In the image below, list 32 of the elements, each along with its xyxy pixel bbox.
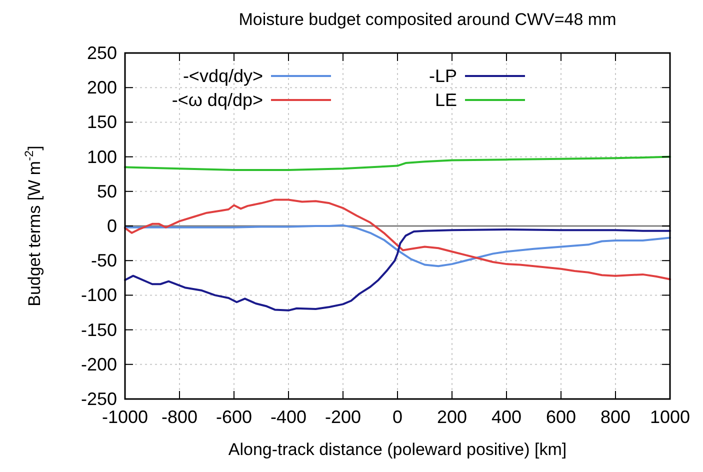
y-tick-label: 50 — [96, 181, 117, 202]
y-tick-label: -50 — [90, 250, 117, 271]
y-tick-label: -150 — [80, 320, 117, 340]
y-tick-label: 250 — [86, 43, 117, 63]
line-series — [124, 156, 671, 171]
y-tick-label: -100 — [80, 285, 117, 306]
line-series — [124, 228, 671, 312]
y-tick-label: 150 — [86, 112, 117, 132]
x-tick-label: 800 — [600, 407, 631, 427]
x-tick-label: 0 — [392, 407, 403, 427]
x-axis-title: Along-track distance (poleward positive) [km] — [228, 440, 567, 459]
legend-label: -LP — [428, 66, 457, 86]
legend-label: LE — [434, 90, 457, 110]
line-series — [124, 198, 671, 280]
y-tick-label: 0 — [106, 216, 117, 236]
y-tick-label: -250 — [80, 389, 117, 409]
x-tick-label: -800 — [161, 407, 198, 427]
y-tick-label: 200 — [86, 78, 117, 98]
line-series — [124, 224, 671, 268]
x-tick-label: -1000 — [102, 407, 148, 427]
x-tick-label: 200 — [436, 407, 468, 427]
legend-label: -<ω dq/dp> — [172, 90, 263, 110]
x-tick-label: 1000 — [650, 407, 690, 427]
legend-label: -<vdq/dy> — [182, 66, 263, 86]
x-tick-label: 600 — [546, 407, 576, 427]
x-tick-label: -600 — [216, 407, 252, 427]
chart-title: Moisture budget composited around CWV=48 mm — [238, 10, 616, 29]
x-tick-label: 400 — [491, 407, 522, 427]
x-tick-label: -400 — [270, 407, 307, 427]
y-tick-label: 100 — [86, 146, 117, 167]
y-tick-label: -200 — [80, 354, 117, 374]
x-tick-label: -200 — [324, 407, 362, 427]
